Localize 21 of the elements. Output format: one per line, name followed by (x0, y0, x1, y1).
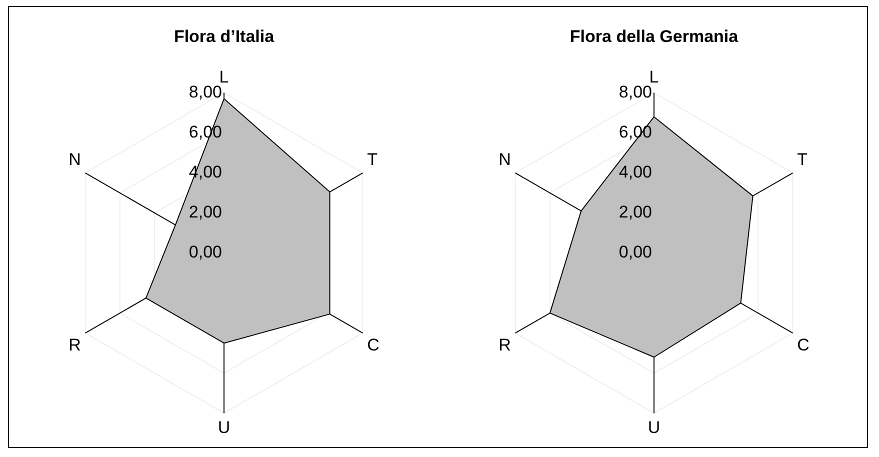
y-tick-label: 2,00 (618, 202, 652, 222)
spoke-label: C (797, 335, 810, 354)
spoke-label: L (219, 67, 229, 86)
spoke-label: T (797, 150, 808, 169)
spoke-label: T (367, 150, 378, 169)
y-tick-label: 0,00 (618, 242, 652, 262)
spoke-label: U (648, 418, 660, 438)
y-tick-label: 2,00 (188, 202, 222, 222)
y-tick-label: 8,00 (618, 82, 652, 102)
spoke-label: R (498, 335, 511, 354)
y-tick-label: 8,00 (188, 82, 222, 102)
spoke-label: U (218, 418, 230, 438)
spoke-label: R (68, 335, 81, 354)
spoke-label: N (68, 150, 81, 169)
spoke-label: L (649, 67, 659, 86)
spoke-label: C (367, 335, 380, 354)
y-tick-label: 4,00 (618, 162, 652, 182)
chart-title: Flora della Germania (570, 26, 739, 46)
chart-title: Flora d’Italia (174, 26, 275, 46)
y-tick-label: 0,00 (188, 242, 222, 262)
spoke-label: N (498, 150, 511, 169)
